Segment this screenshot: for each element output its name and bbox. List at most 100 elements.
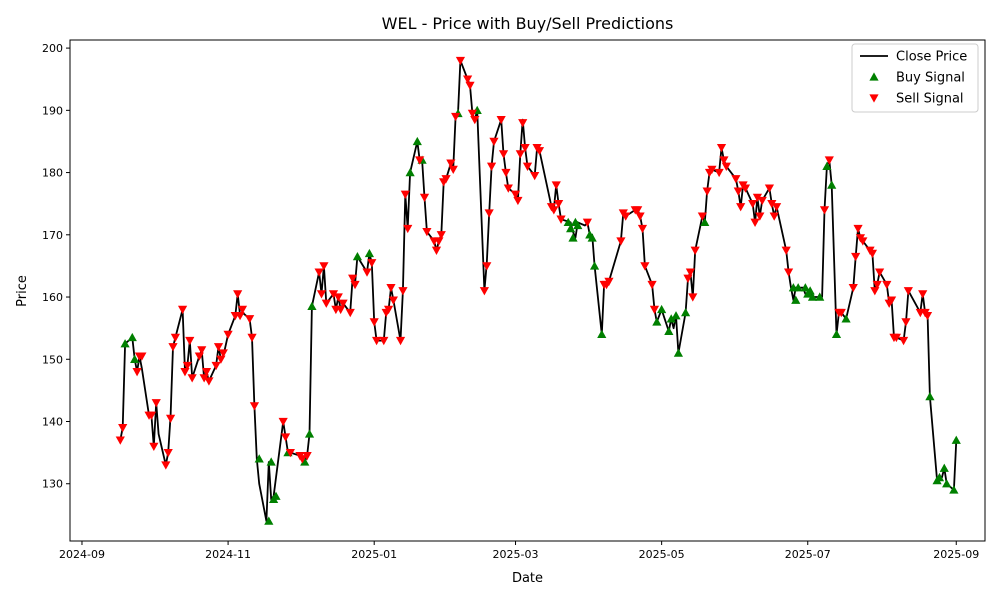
buy-signal-marker <box>568 233 578 242</box>
sell-signal-marker <box>604 277 614 287</box>
sell-signal-marker <box>235 312 245 321</box>
sell-signal-marker <box>621 212 631 221</box>
sell-signal-marker <box>853 224 863 234</box>
sell-signal-marker <box>752 193 763 203</box>
buy-signal-marker <box>942 479 952 488</box>
sell-signal-marker <box>635 212 645 221</box>
sell-signal-marker <box>338 299 348 308</box>
buy-signal-marker <box>652 317 662 326</box>
sell-signal-marker <box>146 411 157 420</box>
buy-signal-marker <box>127 332 137 342</box>
sell-signal-marker <box>731 175 741 184</box>
sell-signal-marker <box>848 284 858 293</box>
sell-signal-marker <box>403 224 413 234</box>
sell-signal-marker <box>757 196 767 206</box>
sell-signal-marker <box>736 203 746 212</box>
y-tick-label: 150 <box>42 353 63 366</box>
sell-signal-marker <box>714 168 724 178</box>
buy-signal-marker <box>822 161 832 171</box>
buy-signal-marker <box>300 457 310 466</box>
y-tick-label: 160 <box>42 291 63 304</box>
sell-signal-marker <box>415 156 425 165</box>
sell-signal-marker <box>582 218 592 227</box>
sell-signal-marker <box>336 305 346 315</box>
sell-signal-marker <box>721 162 731 171</box>
sell-signal-marker <box>419 193 430 203</box>
sell-signal-marker <box>690 246 700 255</box>
sell-signal-marker <box>750 218 760 227</box>
y-tick-label: 170 <box>42 229 63 242</box>
sell-signal-marker <box>764 184 775 193</box>
sell-signal-marker <box>683 274 693 283</box>
buy-signal-marker <box>307 301 317 311</box>
buy-signal-marker <box>925 392 935 401</box>
buy-signal-marker <box>831 329 842 339</box>
buy-signal-marker <box>800 283 810 292</box>
sell-signal-marker <box>520 143 530 153</box>
sell-signal-marker <box>434 237 444 246</box>
sell-signal-marker <box>302 452 312 461</box>
sell-signal-marker <box>197 346 207 355</box>
y-tick-label: 130 <box>42 478 63 491</box>
sell-signal-marker <box>199 374 209 383</box>
sell-signal-marker <box>882 280 892 290</box>
sell-signal-marker <box>237 305 248 315</box>
sell-signal-marker <box>204 377 214 386</box>
sell-signal-marker <box>534 147 545 156</box>
sell-signal-marker <box>901 318 911 327</box>
sell-signal-marker <box>137 352 147 361</box>
sell-signal-marker <box>510 190 521 199</box>
sell-signal-marker <box>211 361 221 371</box>
sell-signal-marker <box>446 159 456 168</box>
buy-signal-marker <box>589 261 600 270</box>
sell-signal-marker <box>233 290 243 299</box>
sell-signal-marker <box>836 308 846 318</box>
sell-signal-marker <box>870 287 880 296</box>
sell-signal-marker <box>748 200 758 209</box>
sell-signal-marker <box>498 150 509 159</box>
sell-signal-marker <box>891 333 901 343</box>
sell-signal-marker <box>379 336 389 346</box>
sell-signal-marker <box>333 293 343 302</box>
sell-signal-marker <box>486 162 497 171</box>
sell-signal-marker <box>903 287 913 296</box>
sell-signal-marker <box>463 75 473 84</box>
sell-signal-marker <box>503 184 513 193</box>
sell-signal-marker <box>781 246 791 255</box>
sell-signal-marker <box>819 206 830 215</box>
sell-signal-marker <box>194 352 204 361</box>
sell-signal-marker <box>551 181 561 190</box>
sell-signal-marker <box>556 215 566 224</box>
x-tick-label: 2025-09 <box>933 548 979 561</box>
sell-signal-marker <box>465 81 475 91</box>
y-tick-label: 200 <box>42 42 63 55</box>
sell-signal-marker <box>201 368 212 377</box>
sell-signal-marker <box>740 184 751 193</box>
sell-signal-marker <box>501 168 511 178</box>
sell-signal-marker <box>163 448 173 458</box>
buy-signal-marker <box>949 485 959 494</box>
sell-signal-marker <box>886 296 897 305</box>
sell-signal-marker <box>755 212 765 221</box>
sell-signal-marker <box>875 268 885 277</box>
sell-signal-marker <box>216 355 226 364</box>
legend-buy-swatch <box>869 72 879 81</box>
buy-signal-marker <box>666 314 676 323</box>
buy-signal-marker <box>266 457 276 466</box>
sell-signal-marker <box>436 231 446 240</box>
sell-signal-marker <box>640 262 650 271</box>
sell-signal-marker <box>180 368 190 377</box>
buy-signal-marker <box>254 454 264 463</box>
sell-signal-marker <box>115 436 125 445</box>
buy-signal-marker <box>934 472 945 482</box>
sell-signal-marker <box>707 165 717 175</box>
legend-label: Close Price <box>896 50 967 65</box>
sell-signal-marker <box>151 399 161 408</box>
sell-signal-marker <box>719 156 729 165</box>
sell-signal-marker <box>448 165 458 175</box>
sell-signal-marker <box>321 299 331 308</box>
sell-signal-marker <box>685 268 695 277</box>
x-tick-label: 2025-07 <box>785 548 831 561</box>
sell-signal-marker <box>213 343 224 352</box>
